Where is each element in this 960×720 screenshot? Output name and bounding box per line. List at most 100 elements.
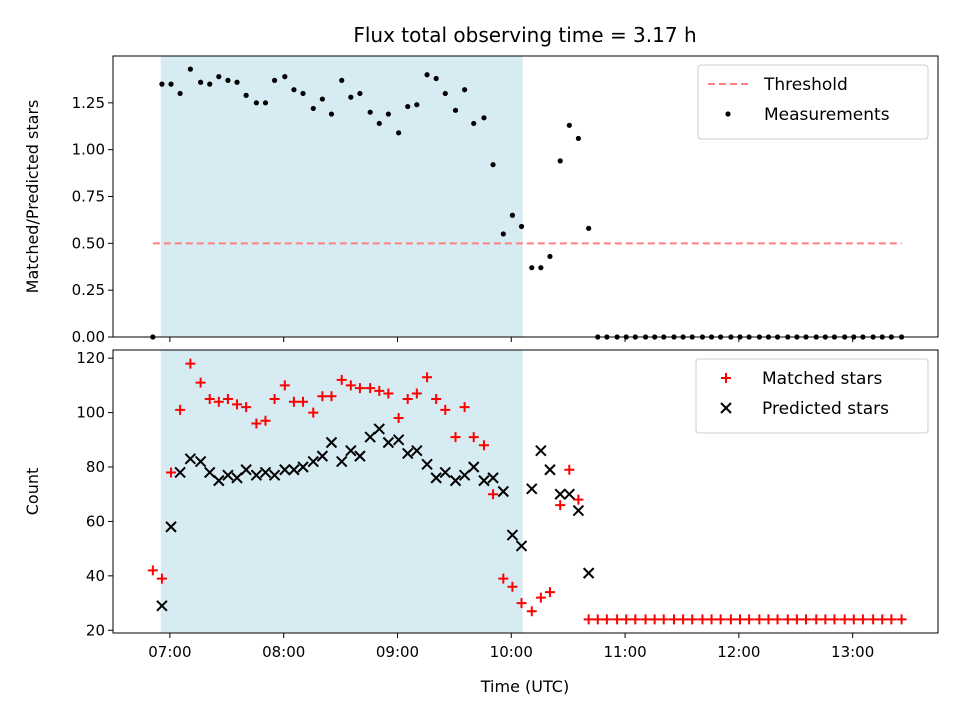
matched-stars-point xyxy=(156,573,167,584)
predicted-stars-point xyxy=(582,567,595,579)
x-tick-label: 07:00 xyxy=(148,643,191,661)
matched-stars-point xyxy=(365,383,376,394)
predicted-stars-point xyxy=(336,455,348,468)
predicted-stars-point xyxy=(572,504,585,517)
matched-stars-point xyxy=(498,573,509,584)
matched-stars-point xyxy=(308,407,319,418)
matched-stars-point xyxy=(839,614,850,625)
measurements-point xyxy=(405,103,411,110)
matched-stars-point xyxy=(583,614,594,625)
matched-stars-point xyxy=(251,418,262,429)
predicted-stars-point xyxy=(240,464,252,476)
matched-stars-point xyxy=(241,402,252,413)
predicted-stars-point xyxy=(204,466,216,479)
count-panel-frame xyxy=(112,349,939,634)
y-tick-label: 100 xyxy=(76,404,105,422)
matched-stars-point xyxy=(829,614,840,625)
matched-stars-point xyxy=(555,500,566,511)
predicted-stars-point xyxy=(421,458,433,470)
observing-interval-band xyxy=(160,350,523,633)
legend-matched-stars-label: Matched stars xyxy=(762,369,882,389)
matched-stars-point xyxy=(317,391,328,402)
matched-stars-point xyxy=(886,614,897,625)
measurements-point xyxy=(452,107,459,113)
predicted-stars-point xyxy=(250,469,263,481)
measurements-point xyxy=(471,120,477,127)
predicted-stars-point xyxy=(487,472,499,484)
predicted-stars-point xyxy=(373,423,385,435)
measurements-point xyxy=(207,81,213,87)
count-panel-data xyxy=(147,358,907,625)
matched-stars-point xyxy=(185,358,196,369)
predicted-stars-point xyxy=(402,447,414,460)
matched-stars-point xyxy=(687,614,698,625)
matched-stars-point xyxy=(678,614,689,625)
matched-stars-point xyxy=(468,432,479,443)
measurements-point xyxy=(518,223,525,230)
measurements-point xyxy=(367,109,373,115)
matched-stars-point xyxy=(354,383,365,394)
matched-stars-point xyxy=(213,396,224,407)
matched-stars-point xyxy=(478,440,489,451)
x-tick-label: 11:00 xyxy=(603,643,646,661)
matched-stars-point xyxy=(868,614,879,625)
predicted-stars-point xyxy=(449,474,462,487)
measurements-point xyxy=(253,100,259,106)
measurements-point xyxy=(282,74,288,80)
predicted-stars-point xyxy=(515,540,528,552)
matched-stars-point xyxy=(345,380,356,391)
ratio-panel: 0.00 0.25 0.50 0.75 1.00 1.25 Matched/Predicte… xyxy=(23,55,939,346)
matched-stars-point xyxy=(715,614,726,625)
matched-stars-point xyxy=(147,565,158,576)
y-tick-label: 60 xyxy=(86,512,105,530)
measurements-point xyxy=(243,92,249,98)
matched-stars-point xyxy=(422,372,433,383)
y-tick-label: 1.00 xyxy=(72,141,105,159)
chart-title: Flux total observing time = 3.17 h xyxy=(353,23,696,47)
predicted-stars-point xyxy=(184,453,197,465)
predicted-stars-point xyxy=(231,472,243,484)
matched-stars-point xyxy=(640,614,651,625)
measurements-point xyxy=(547,253,553,260)
measurements-point xyxy=(500,231,506,237)
predicted-stars-point xyxy=(345,444,357,457)
predicted-stars-point xyxy=(297,461,309,473)
y-tick-label: 40 xyxy=(86,567,105,585)
matched-stars-point xyxy=(279,380,290,391)
measurements-point xyxy=(198,79,204,85)
y-axis-label: Matched/Predicted stars xyxy=(23,100,42,294)
matched-stars-point xyxy=(195,377,206,388)
legend-predicted-stars-label: Predicted stars xyxy=(762,399,889,419)
predicted-stars-point xyxy=(156,600,168,612)
measurements-point xyxy=(310,105,316,112)
matched-stars-point xyxy=(336,374,347,385)
measurements-point xyxy=(538,265,544,271)
matched-stars-point xyxy=(516,598,527,609)
legend-box xyxy=(695,358,929,434)
measurements-point xyxy=(424,72,430,78)
matched-stars-point xyxy=(857,614,868,625)
matched-stars-point xyxy=(725,614,736,625)
matched-stars-point xyxy=(896,614,907,625)
measurements-point xyxy=(319,96,325,102)
measurements-point xyxy=(159,81,165,87)
x-tick-label: 10:00 xyxy=(490,643,533,661)
matched-stars-point xyxy=(669,614,679,625)
measurements-point xyxy=(262,100,269,106)
matched-stars-point xyxy=(601,614,612,625)
observing-interval-band xyxy=(160,56,523,337)
predicted-stars-point xyxy=(411,444,423,457)
legend-predicted-stars-swatch xyxy=(720,402,732,414)
matched-stars-point xyxy=(612,614,623,625)
matched-stars-point xyxy=(706,614,717,625)
predicted-stars-point xyxy=(554,488,566,500)
predicted-stars-point xyxy=(497,485,510,498)
measurements-point xyxy=(376,120,382,127)
matched-stars-point xyxy=(222,393,233,404)
y-tick-label: 1.25 xyxy=(72,94,105,112)
matched-stars-point xyxy=(402,393,413,404)
predicted-stars-point xyxy=(268,469,281,481)
measurements-point xyxy=(566,122,572,128)
y-tick-label: 0.00 xyxy=(72,328,105,346)
